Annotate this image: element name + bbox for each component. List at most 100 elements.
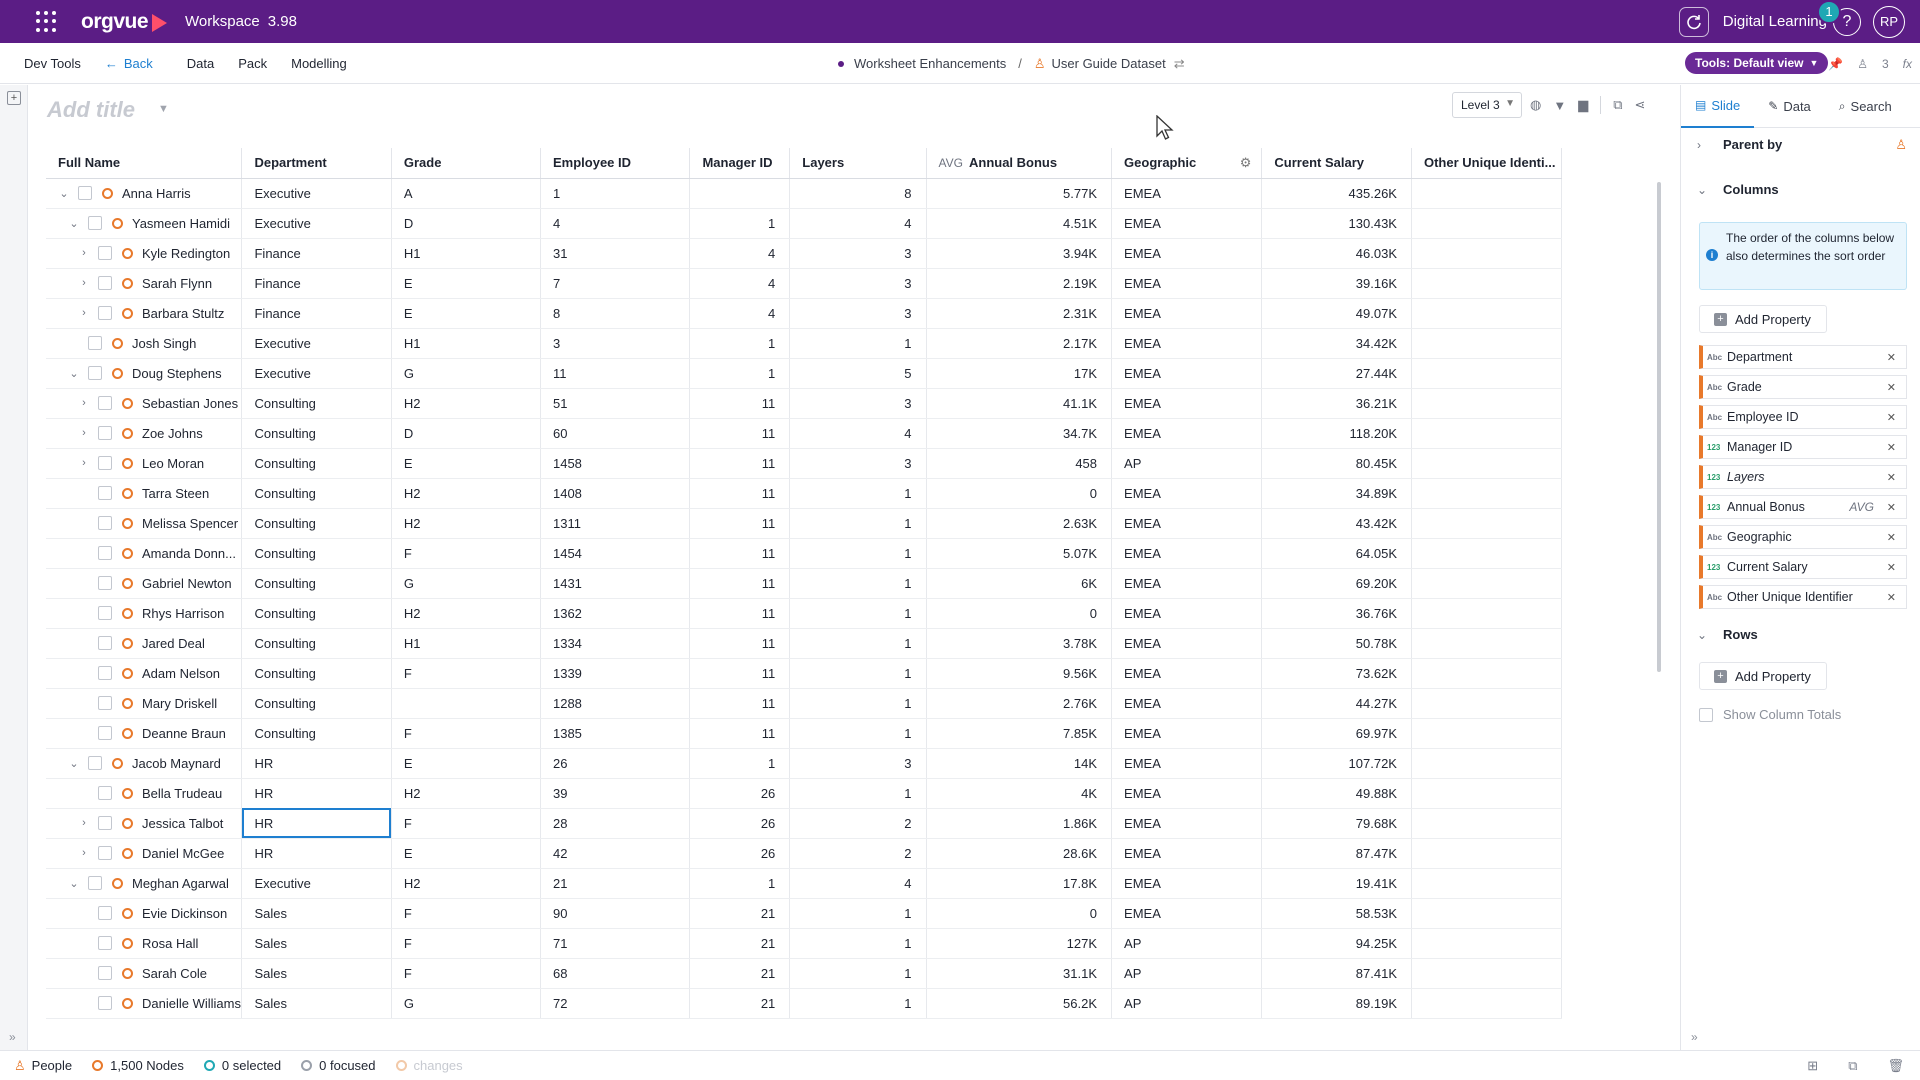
cell-manager-id[interactable]: 11 <box>689 718 791 749</box>
col-header-annual-bonus[interactable]: AVG Annual Bonus <box>926 148 1113 179</box>
level-dropdown[interactable]: Level 3 ▼ <box>1452 92 1522 118</box>
cell-grade[interactable]: H2 <box>391 478 541 509</box>
tab-data[interactable]: ✎ Data <box>1754 85 1825 128</box>
column-property-item[interactable]: Abc Geographic ✕ <box>1699 525 1907 549</box>
cell-layers[interactable]: 1 <box>789 328 927 359</box>
cell-annual-bonus[interactable]: 7.85K <box>926 718 1113 749</box>
cell-department[interactable]: HR <box>241 778 392 809</box>
cell-department[interactable]: Consulting <box>241 628 392 659</box>
cell-current-salary[interactable]: 69.20K <box>1261 568 1412 599</box>
cell-employee-id[interactable]: 11 <box>540 358 691 389</box>
cell-employee-id[interactable]: 1385 <box>540 718 691 749</box>
cell-grade[interactable]: D <box>391 208 541 239</box>
cell-geographic[interactable]: AP <box>1111 928 1263 959</box>
cell-annual-bonus[interactable]: 56.2K <box>926 988 1113 1019</box>
cell-current-salary[interactable]: 50.78K <box>1261 628 1412 659</box>
rows-section[interactable]: ⌄ Rows <box>1697 627 1758 642</box>
cell-current-salary[interactable]: 118.20K <box>1261 418 1412 449</box>
cell-grade[interactable]: E <box>391 748 541 779</box>
cell-annual-bonus[interactable]: 2.19K <box>926 268 1113 299</box>
back-button[interactable]: ← Back <box>105 56 153 71</box>
row-checkbox[interactable] <box>98 516 112 530</box>
cell-employee-id[interactable]: 1334 <box>540 628 691 659</box>
row-checkbox[interactable] <box>98 606 112 620</box>
cell-annual-bonus[interactable]: 17.8K <box>926 868 1113 899</box>
changes-status[interactable]: changes <box>395 1058 463 1073</box>
table-row[interactable]: Amanda Donn... Consulting F 1454 11 1 5.07K EME… <box>46 538 1562 569</box>
chevron-right-icon[interactable]: › <box>82 427 86 439</box>
cell-annual-bonus[interactable]: 1.86K <box>926 808 1113 839</box>
cell-current-salary[interactable]: 89.19K <box>1261 988 1412 1019</box>
cell-layers[interactable]: 2 <box>789 808 927 839</box>
row-checkbox[interactable] <box>98 906 112 920</box>
cell-manager-id[interactable]: 11 <box>689 568 791 599</box>
cell-employee-id[interactable]: 3 <box>540 328 691 359</box>
cell-department[interactable]: Finance <box>241 268 392 299</box>
people-status[interactable]: ♙ People <box>14 1058 72 1074</box>
cell-layers[interactable]: 1 <box>789 988 927 1019</box>
cell-current-salary[interactable]: 87.41K <box>1261 958 1412 989</box>
cell-layers[interactable]: 3 <box>789 448 927 479</box>
cell-geographic[interactable]: EMEA <box>1111 508 1263 539</box>
cell-geographic[interactable]: AP <box>1111 448 1263 479</box>
cell-employee-id[interactable]: 72 <box>540 988 691 1019</box>
cell-employee-id[interactable]: 90 <box>540 898 691 929</box>
cell-current-salary[interactable]: 64.05K <box>1261 538 1412 569</box>
cell-other-unique-identifier[interactable] <box>1411 898 1562 929</box>
cell-annual-bonus[interactable]: 2.31K <box>926 298 1113 329</box>
cell-manager-id[interactable]: 1 <box>689 748 791 779</box>
column-property-item[interactable]: Abc Other Unique Identifier ✕ <box>1699 585 1907 609</box>
cell-grade[interactable]: E <box>391 298 541 329</box>
cell-other-unique-identifier[interactable] <box>1411 418 1562 449</box>
table-row[interactable]: ⌄ Meghan Agarwal Executive H2 21 1 4 17.8K EMEA 1… <box>46 868 1562 899</box>
chevron-down-icon[interactable]: ⌄ <box>59 187 69 200</box>
cell-full-name[interactable]: Melissa Spencer <box>46 508 243 539</box>
table-row[interactable]: Josh Singh Executive H1 3 1 1 2.17K EMEA 34.42K <box>46 328 1562 359</box>
cell-department[interactable]: Consulting <box>241 688 392 719</box>
cell-other-unique-identifier[interactable] <box>1411 298 1562 329</box>
table-row[interactable]: Bella Trudeau HR H2 39 26 1 4K EMEA 49.88K <box>46 778 1562 809</box>
cell-layers[interactable]: 1 <box>789 778 927 809</box>
cell-other-unique-identifier[interactable] <box>1411 568 1562 599</box>
cell-annual-bonus[interactable]: 0 <box>926 598 1113 629</box>
cell-current-salary[interactable]: 130.43K <box>1261 208 1412 239</box>
aggregation-label[interactable]: AVG <box>1849 500 1874 514</box>
filter-icon[interactable]: ▼ <box>1553 97 1567 113</box>
chevron-right-icon[interactable]: › <box>82 247 86 259</box>
cell-layers[interactable]: 3 <box>789 748 927 779</box>
cell-layers[interactable]: 1 <box>789 538 927 569</box>
cell-annual-bonus[interactable]: 17K <box>926 358 1113 389</box>
cell-full-name[interactable]: Evie Dickinson <box>46 898 243 929</box>
breadcrumb-worksheet[interactable]: Worksheet Enhancements <box>854 56 1007 71</box>
cell-full-name[interactable]: Jared Deal <box>46 628 243 659</box>
cell-geographic[interactable]: AP <box>1111 988 1263 1019</box>
cell-geographic[interactable]: EMEA <box>1111 538 1263 569</box>
cell-grade[interactable]: D <box>391 418 541 449</box>
remove-icon[interactable]: ✕ <box>1886 471 1896 484</box>
cell-manager-id[interactable]: 11 <box>689 628 791 659</box>
cell-department[interactable]: Consulting <box>241 478 392 509</box>
cell-annual-bonus[interactable]: 0 <box>926 898 1113 929</box>
row-checkbox[interactable] <box>98 576 112 590</box>
row-checkbox[interactable] <box>98 396 112 410</box>
cell-manager-id[interactable]: 26 <box>689 808 791 839</box>
cell-current-salary[interactable]: 46.03K <box>1261 238 1412 269</box>
cell-current-salary[interactable]: 49.07K <box>1261 298 1412 329</box>
cell-geographic[interactable]: EMEA <box>1111 838 1263 869</box>
chevron-right-icon[interactable]: › <box>82 457 86 469</box>
cell-employee-id[interactable]: 7 <box>540 268 691 299</box>
cell-current-salary[interactable]: 39.16K <box>1261 268 1412 299</box>
cell-department[interactable]: Sales <box>241 958 392 989</box>
focused-status[interactable]: 0 focused <box>301 1058 376 1073</box>
cell-geographic[interactable]: EMEA <box>1111 748 1263 779</box>
chevron-right-icon[interactable]: › <box>82 277 86 289</box>
cell-full-name[interactable]: › Sarah Flynn <box>46 268 243 299</box>
add-property-button[interactable]: + Add Property <box>1699 305 1827 333</box>
table-row[interactable]: Mary Driskell Consulting 1288 11 1 2.76K EMEA 4… <box>46 688 1562 719</box>
cell-employee-id[interactable]: 28 <box>540 808 691 839</box>
cell-employee-id[interactable]: 39 <box>540 778 691 809</box>
cell-full-name[interactable]: Rosa Hall <box>46 928 243 959</box>
column-property-item[interactable]: Abc Employee ID ✕ <box>1699 405 1907 429</box>
cell-department[interactable]: Consulting <box>241 418 392 449</box>
row-checkbox[interactable] <box>98 426 112 440</box>
